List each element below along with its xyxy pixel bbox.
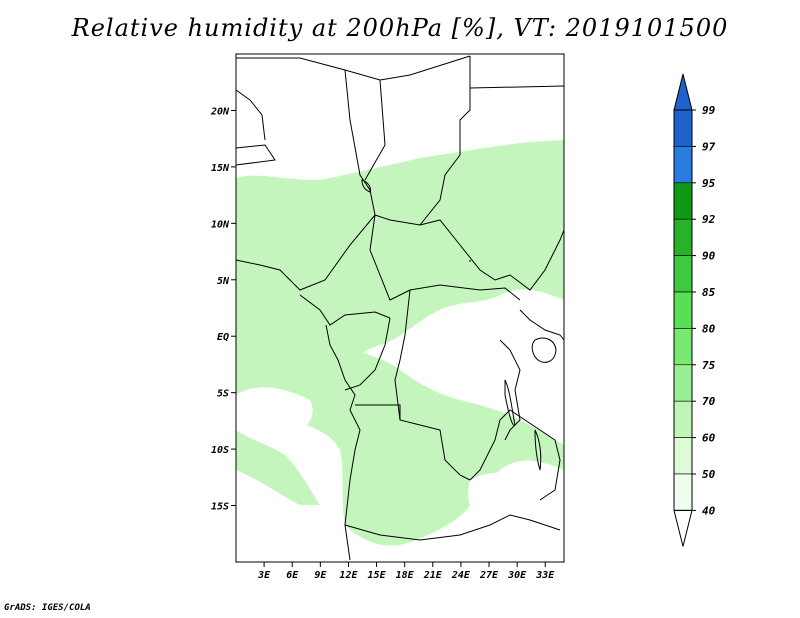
border-line-14 <box>394 289 471 481</box>
colorbar-label: 92 <box>702 213 716 226</box>
colorbar-box <box>673 218 693 256</box>
colorbar-label: 85 <box>702 286 716 299</box>
lake-malawi <box>534 429 542 471</box>
lake-tanganyika <box>504 379 516 426</box>
lon-label: 18E <box>396 570 415 581</box>
humidity-region-center <box>236 325 564 546</box>
border-line-15 <box>344 409 361 561</box>
lat-label: 15S <box>211 502 229 513</box>
axis-ticks <box>231 109 546 567</box>
colorbar-box <box>673 109 693 147</box>
dry-patch-southeast <box>467 472 542 546</box>
lat-label: 5S <box>217 389 229 400</box>
colorbar-box <box>673 364 693 402</box>
colorbar-box <box>673 437 693 475</box>
colorbar-label: 75 <box>702 359 716 372</box>
border-line-16 <box>355 404 401 420</box>
country-borders <box>235 55 565 561</box>
map-frame <box>235 53 565 563</box>
colorbar-label: 60 <box>702 432 716 445</box>
border-line-5 <box>469 85 565 89</box>
lakes <box>361 179 557 471</box>
lat-label: 5N <box>217 276 230 287</box>
lon-label: 15E <box>368 570 387 581</box>
dry-patch-west <box>236 387 313 440</box>
colorbar-top-arrow <box>673 73 693 111</box>
lake-chad <box>361 179 371 193</box>
latitude-labels: 20N 15N 10N 5N EQ 5S 10S 15S <box>210 106 230 512</box>
border-line-3 <box>364 79 386 181</box>
map-panel: 20N 15N 10N 5N EQ 5S 10S 15S 3E 6E 9E 12E 15E 18E 21E… <box>210 53 565 581</box>
colorbar-label: 97 <box>702 140 716 153</box>
colorbar-box <box>673 182 693 220</box>
border-line-17 <box>344 514 561 541</box>
lat-label: 10S <box>211 445 229 456</box>
border-line-4 <box>419 56 471 226</box>
dry-patches <box>236 304 542 546</box>
humidity-region-north <box>236 140 564 386</box>
humidity-region-south <box>236 430 320 505</box>
lon-label: 27E <box>479 570 499 581</box>
colorbar-label: 70 <box>702 395 716 408</box>
lat-label: 10N <box>211 219 230 230</box>
lon-label: 21E <box>423 570 443 581</box>
border-line-2 <box>344 69 376 216</box>
colorbar-box <box>673 400 693 438</box>
colorbar-label: 90 <box>702 250 716 263</box>
grads-credit: GrADS: IGES/COLA <box>4 603 91 613</box>
colorbar-box <box>673 328 693 366</box>
border-line-13 <box>344 317 391 391</box>
colorbar-labels: 99 97 95 92 90 85 80 75 70 60 50 40 <box>702 104 716 517</box>
border-line-18 <box>469 409 561 501</box>
map-figure: 20N 15N 10N 5N EQ 5S 10S 15S 3E 6E 9E 12E 15E 18E 21E… <box>210 53 716 581</box>
longitude-labels: 3E 6E 9E 12E 15E 18E 21E 24E 27E 30E 33E <box>257 570 555 581</box>
colorbar-label: 95 <box>702 177 716 190</box>
border-line-1 <box>236 55 471 81</box>
lon-label: 9E <box>314 570 327 581</box>
colorbar-box <box>673 255 693 293</box>
colorbar-label: 50 <box>702 468 716 481</box>
colorbar-label: 99 <box>702 104 716 117</box>
border-line-12 <box>325 324 356 411</box>
colorbar-outline <box>673 109 693 511</box>
colorbar-box <box>673 291 693 329</box>
lat-label: EQ <box>217 332 229 343</box>
colorbar <box>673 73 696 547</box>
humidity-field <box>236 140 564 546</box>
border-line-19 <box>499 339 521 441</box>
border-line-11 <box>299 294 391 326</box>
lon-label: 24E <box>451 570 471 581</box>
border-line-8 <box>235 214 376 291</box>
colorbar-box <box>673 473 693 511</box>
colorbar-box <box>673 146 693 184</box>
lat-label: 20N <box>210 106 230 117</box>
map-title: Relative humidity at 200hPa [%], VT: 201… <box>71 14 729 42</box>
colorbar-label: 40 <box>702 504 716 517</box>
colorbar-bottom-arrow <box>673 509 693 547</box>
border-line-9 <box>374 214 565 291</box>
lon-label: 6E <box>286 570 299 581</box>
lon-label: 33E <box>535 570 555 581</box>
lon-label: 30E <box>507 570 527 581</box>
border-line-7 <box>235 89 266 141</box>
colorbar-label: 80 <box>702 322 716 335</box>
lon-label: 12E <box>339 570 358 581</box>
border-line-6 <box>235 144 276 166</box>
dry-patch-east <box>476 304 536 394</box>
lat-label: 15N <box>211 163 230 174</box>
lon-label: 3E <box>257 570 271 581</box>
lake-victoria <box>531 337 557 363</box>
border-line-20 <box>519 309 565 341</box>
